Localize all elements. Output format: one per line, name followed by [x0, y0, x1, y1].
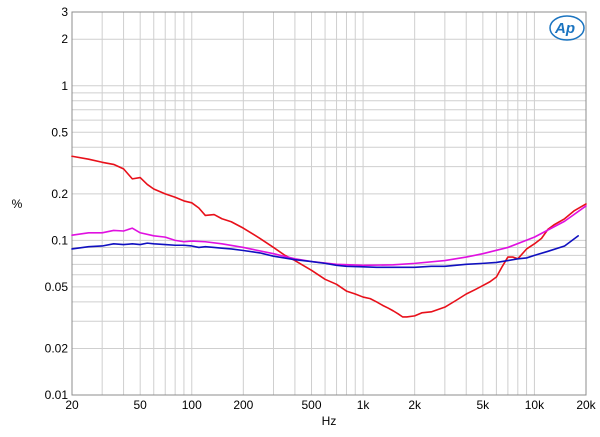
gridlines: [71, 11, 587, 396]
y-tick-label: 0.01: [45, 388, 69, 402]
series-line-3: [71, 235, 579, 269]
y-tick-labels: 3 2 1 0.5 0.2 0.1 0.05 0.02 0.01: [45, 5, 69, 402]
x-tick-label: 20: [65, 398, 79, 412]
ap-logo-swoosh: [549, 15, 585, 41]
data-series: [71, 155, 587, 318]
x-tick-labels: 20 50 100 200 500 1k 2k 5k 10k 20k: [65, 398, 596, 412]
series-line-2: [71, 205, 587, 267]
y-tick-label: 0.1: [51, 233, 68, 247]
x-axis-label: Hz: [322, 414, 337, 428]
y-tick-label: 3: [61, 5, 68, 19]
x-tick-label: 200: [233, 398, 253, 412]
y-tick-label: 1: [61, 79, 68, 93]
x-tick-label: 100: [182, 398, 202, 412]
y-tick-label: 0.02: [45, 341, 69, 355]
y-axis-label: %: [12, 197, 23, 211]
x-tick-label: 2k: [408, 398, 422, 412]
y-tick-label: 0.5: [51, 125, 68, 139]
x-tick-label: 10k: [525, 398, 545, 412]
x-tick-label: 50: [134, 398, 148, 412]
ap-logo: Ap: [549, 15, 585, 41]
y-tick-label: 2: [61, 32, 68, 46]
x-tick-label: 1k: [357, 398, 371, 412]
plot-area: [72, 12, 586, 395]
x-tick-label: 5k: [477, 398, 491, 412]
y-tick-label: 0.05: [45, 280, 69, 294]
ap-logo-text: Ap: [554, 20, 575, 37]
x-tick-label: 20k: [576, 398, 596, 412]
y-tick-label: 0.2: [51, 187, 68, 201]
x-tick-label: 500: [301, 398, 321, 412]
series-line-1: [71, 155, 587, 318]
